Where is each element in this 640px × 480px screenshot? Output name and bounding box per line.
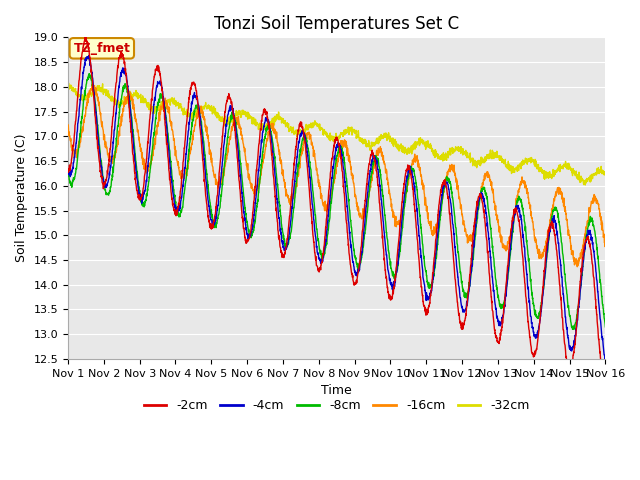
-2cm	[214, 182, 222, 188]
-4cm	[214, 203, 222, 208]
-8cm	[554, 211, 562, 216]
-4cm	[364, 189, 372, 194]
-2cm	[353, 277, 360, 283]
-32cm	[581, 182, 589, 188]
-2cm	[569, 352, 577, 358]
-4cm	[64, 168, 72, 174]
-16cm	[353, 195, 360, 201]
-32cm	[353, 135, 360, 141]
Line: -8cm: -8cm	[68, 74, 605, 329]
-4cm	[601, 357, 609, 362]
-16cm	[554, 188, 562, 193]
-32cm	[569, 169, 577, 175]
Line: -32cm: -32cm	[68, 83, 605, 185]
-8cm	[364, 204, 372, 209]
-16cm	[64, 122, 72, 128]
-8cm	[64, 170, 72, 176]
Legend: -2cm, -4cm, -8cm, -16cm, -32cm: -2cm, -4cm, -8cm, -16cm, -32cm	[139, 394, 534, 417]
-8cm	[493, 286, 500, 292]
X-axis label: Time: Time	[321, 384, 352, 397]
-4cm	[353, 270, 360, 276]
-4cm	[493, 315, 500, 321]
-16cm	[214, 180, 222, 185]
Line: -4cm: -4cm	[68, 56, 605, 360]
-8cm	[214, 213, 222, 219]
-8cm	[570, 326, 577, 332]
Text: TZ_fmet: TZ_fmet	[74, 42, 131, 55]
-32cm	[64, 81, 72, 87]
-4cm	[569, 345, 577, 350]
-2cm	[364, 171, 372, 177]
-8cm	[353, 260, 360, 266]
-8cm	[569, 325, 577, 331]
-16cm	[364, 194, 372, 200]
-32cm	[602, 172, 609, 178]
-2cm	[602, 376, 609, 382]
-32cm	[214, 114, 222, 120]
-2cm	[493, 335, 500, 341]
-2cm	[554, 265, 562, 271]
-2cm	[602, 382, 609, 388]
-4cm	[602, 356, 609, 361]
-16cm	[569, 251, 577, 256]
Title: Tonzi Soil Temperatures Set C: Tonzi Soil Temperatures Set C	[214, 15, 460, 33]
-16cm	[493, 213, 500, 218]
-8cm	[86, 71, 93, 77]
-4cm	[85, 53, 93, 59]
-16cm	[602, 240, 609, 246]
-32cm	[554, 165, 562, 171]
-16cm	[573, 264, 581, 270]
Line: -16cm: -16cm	[68, 84, 605, 267]
-4cm	[554, 239, 562, 245]
-2cm	[64, 169, 72, 175]
-2cm	[81, 34, 89, 40]
Y-axis label: Soil Temperature (C): Soil Temperature (C)	[15, 134, 28, 263]
-32cm	[364, 144, 372, 149]
Line: -2cm: -2cm	[68, 37, 605, 385]
-32cm	[493, 148, 500, 154]
-8cm	[602, 324, 609, 330]
-16cm	[88, 82, 96, 87]
-32cm	[65, 80, 72, 86]
